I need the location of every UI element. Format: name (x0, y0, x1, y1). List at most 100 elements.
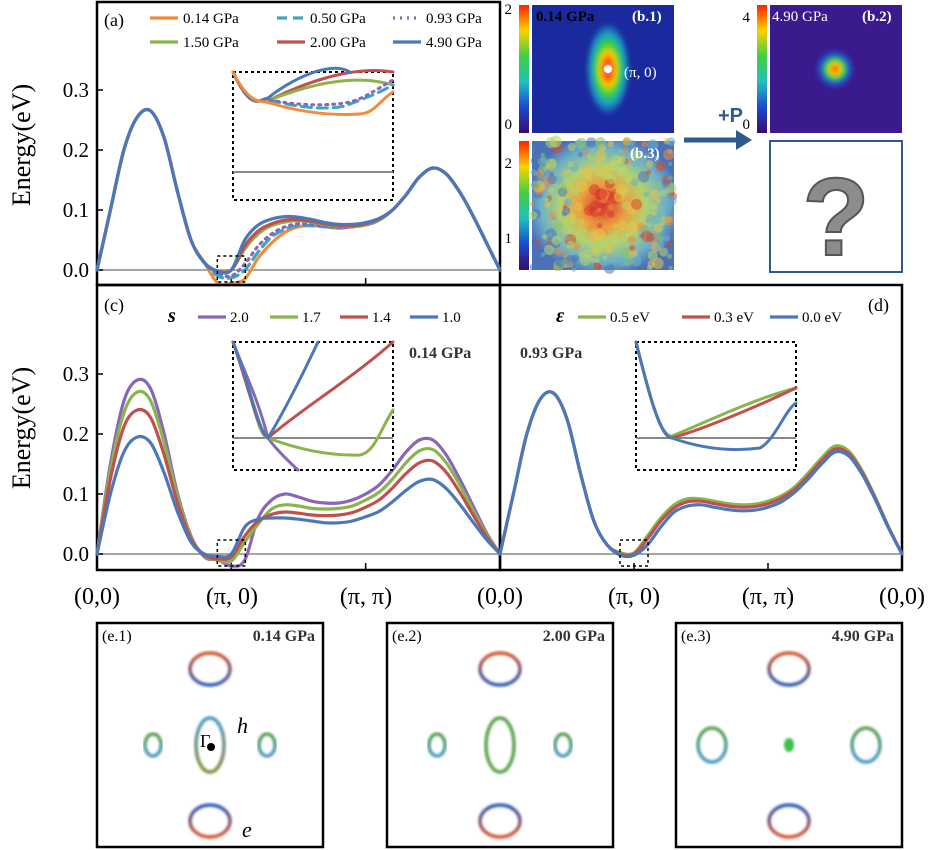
legend-symbol: ε (556, 305, 565, 327)
xtick-d-2: (π, π) (742, 584, 794, 610)
speckle (562, 204, 567, 209)
speckle (584, 205, 595, 216)
b3-cbar-min: 1 (505, 231, 513, 247)
speckle (597, 222, 603, 229)
series-line (95, 434, 502, 559)
inset-curve (231, 340, 320, 441)
panel-e-label: (e.1) (102, 628, 132, 645)
zoom-box (216, 255, 247, 283)
b3-colorbar (519, 141, 529, 270)
panel-e-group: (e.1) 0.14 GPa Γh e (e.2) 2.00 GPa (e.3) 4.90 G… (95, 621, 904, 849)
panel-a-plot: 0.0 0.1 0.2 0.3 0.14 GPa 0.50 GPa 0.93 GPa 1.50… (63, 11, 502, 287)
legend-label: 1.7 (302, 310, 321, 326)
speckle (654, 154, 660, 161)
speckle (627, 235, 636, 244)
series-line (95, 389, 502, 565)
speckle (658, 235, 665, 242)
speckle (663, 235, 671, 242)
speckle (545, 158, 557, 170)
ytick-label: 0.0 (63, 258, 89, 282)
b1-label: (b.1) (632, 9, 662, 25)
speckle (549, 171, 554, 177)
arrow-head (736, 130, 752, 150)
speckle (567, 262, 574, 268)
speckle (595, 258, 600, 264)
speckle (637, 171, 650, 183)
speckle (649, 202, 658, 210)
ytick-label: 0.3 (63, 362, 89, 386)
speckle (623, 137, 630, 145)
b2-blob (815, 49, 855, 89)
xtick-c-3: (0,0) (477, 584, 523, 610)
speckle (590, 257, 596, 263)
speckle (529, 264, 536, 271)
speckle (662, 179, 671, 188)
speckle (595, 188, 608, 200)
question-frame (769, 140, 903, 273)
speckle (645, 214, 655, 223)
speckle (666, 241, 673, 247)
speckle (562, 169, 569, 176)
question-box: ? (769, 140, 903, 280)
xtick-c-0: (0,0) (74, 584, 120, 610)
speckle (622, 148, 629, 154)
speckle (653, 222, 664, 233)
speckle (586, 137, 597, 148)
speckle (530, 201, 534, 206)
side-pocket-left (427, 732, 447, 758)
speckle (630, 255, 642, 267)
speckle (557, 186, 568, 197)
side-pocket-right (257, 732, 277, 758)
gamma-point (207, 743, 215, 751)
speckle (594, 158, 601, 165)
electron-pocket-top (188, 651, 232, 687)
legend-label: 1.50 GPa (183, 35, 239, 51)
speckle (650, 189, 661, 200)
b1-colorbar (519, 5, 529, 133)
speckle (535, 240, 541, 246)
inset-curve (634, 340, 798, 451)
speckle (668, 265, 673, 271)
speckle (540, 152, 545, 158)
speckle (617, 156, 623, 163)
speckle (599, 170, 610, 180)
speckle (643, 191, 649, 197)
b2-colorbar (757, 5, 767, 133)
speckle (570, 186, 580, 196)
zoom-box (619, 539, 649, 567)
speckle (544, 197, 549, 202)
speckle (603, 245, 613, 255)
panel-d-label: (d) (868, 295, 889, 316)
panel-e-pressure: 0.14 GPa (253, 628, 315, 645)
speckle (567, 143, 576, 151)
speckle (612, 223, 618, 229)
speckle (624, 175, 632, 183)
hole-label: h (237, 713, 248, 738)
speckle (546, 240, 553, 247)
speckle (560, 182, 567, 190)
electron-label: e (242, 817, 252, 842)
speckle (571, 267, 576, 272)
panel-c-plot: 0.0 0.1 0.2 0.3 s 2.0 1.7 1.4 1.0 0.14 GPa (63, 305, 502, 570)
speckle (583, 249, 594, 259)
arrow-label: +P (718, 105, 743, 127)
speckle (595, 149, 606, 160)
b3-speckle (528, 135, 678, 275)
center-dot (784, 738, 794, 752)
speckle (593, 167, 601, 175)
speckle (655, 182, 662, 189)
speckle (577, 218, 585, 227)
panel-e-3: (e.3) 4.90 GPa (674, 621, 904, 849)
speckle (530, 180, 539, 189)
speckle (574, 202, 583, 212)
panel-e-label: (e.2) (392, 628, 422, 645)
speckle (577, 151, 583, 158)
speckle (554, 247, 563, 256)
speckle (647, 260, 656, 269)
legend-label: 4.90 GPa (426, 35, 482, 51)
inset-curve (268, 83, 395, 110)
speckle (594, 241, 606, 253)
inset-frame (232, 71, 394, 201)
speckle (664, 215, 675, 226)
speckle (602, 255, 607, 260)
